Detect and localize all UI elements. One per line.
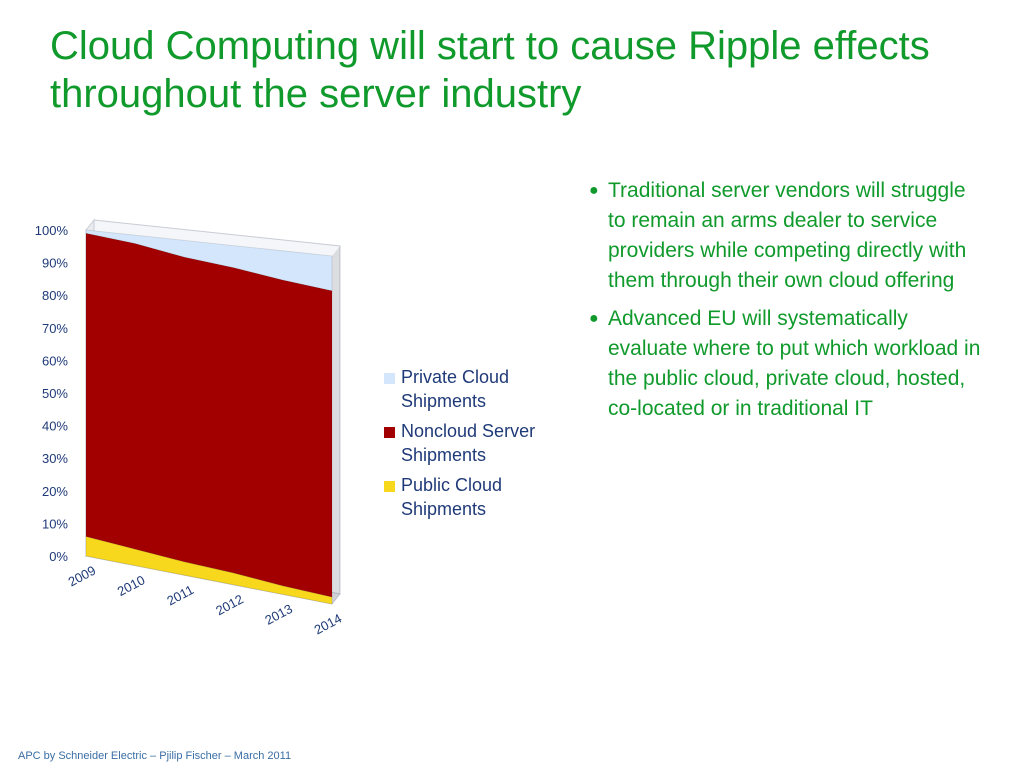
stacked-area-chart: 0% 10% 20% 30% 40% 50% 60% 70% 80% 90% 100% 2009 201… bbox=[35, 218, 535, 638]
slide-footer: APC by Schneider Electric – Pjilip Fisch… bbox=[18, 750, 292, 762]
slide-title: Cloud Computing will start to cause Ripp… bbox=[50, 24, 930, 116]
chart-depth-edge bbox=[332, 246, 340, 604]
y-tick-label: 60% bbox=[42, 353, 68, 368]
y-tick-label: 40% bbox=[42, 419, 68, 434]
bullet-list: ● Traditional server vendors will strugg… bbox=[586, 176, 986, 432]
y-tick-label: 80% bbox=[42, 288, 68, 303]
x-tick-label: 2009 bbox=[66, 563, 99, 590]
area-private-cloud-shipments bbox=[85, 229, 333, 292]
x-tick-label: 2014 bbox=[312, 611, 345, 638]
legend-entry: Noncloud Server Shipments bbox=[401, 421, 535, 465]
y-tick-label: 10% bbox=[42, 516, 68, 531]
y-tick-label: 70% bbox=[42, 321, 68, 336]
bullet-symbol: ● bbox=[589, 182, 599, 199]
bullet-item: ● Advanced EU will systematically evalua… bbox=[586, 304, 986, 424]
y-tick-label: 20% bbox=[42, 484, 68, 499]
y-tick-label: 30% bbox=[42, 451, 68, 466]
bullet-text: Traditional server vendors will struggle… bbox=[608, 179, 967, 292]
legend-swatch bbox=[384, 427, 395, 438]
y-tick-label: 90% bbox=[42, 256, 68, 271]
x-tick-label: 2013 bbox=[262, 601, 295, 628]
bullet-item: ● Traditional server vendors will strugg… bbox=[586, 176, 986, 296]
y-tick-label: 100% bbox=[35, 223, 69, 238]
legend-entry: Private Cloud Shipments bbox=[401, 367, 509, 411]
legend-swatch bbox=[384, 373, 395, 384]
x-tick-label: 2010 bbox=[115, 572, 148, 599]
bullet-text: Advanced EU will systematically evaluate… bbox=[608, 307, 981, 420]
y-tick-label: 0% bbox=[49, 549, 68, 564]
area-noncloud-server-shipments bbox=[85, 232, 333, 598]
x-tick-label: 2012 bbox=[213, 591, 246, 618]
bullet-symbol: ● bbox=[589, 310, 599, 327]
legend-swatch bbox=[384, 481, 395, 492]
x-tick-label: 2011 bbox=[164, 582, 196, 608]
y-tick-label: 50% bbox=[42, 386, 68, 401]
legend-entry: Public Cloud Shipments bbox=[401, 475, 502, 519]
